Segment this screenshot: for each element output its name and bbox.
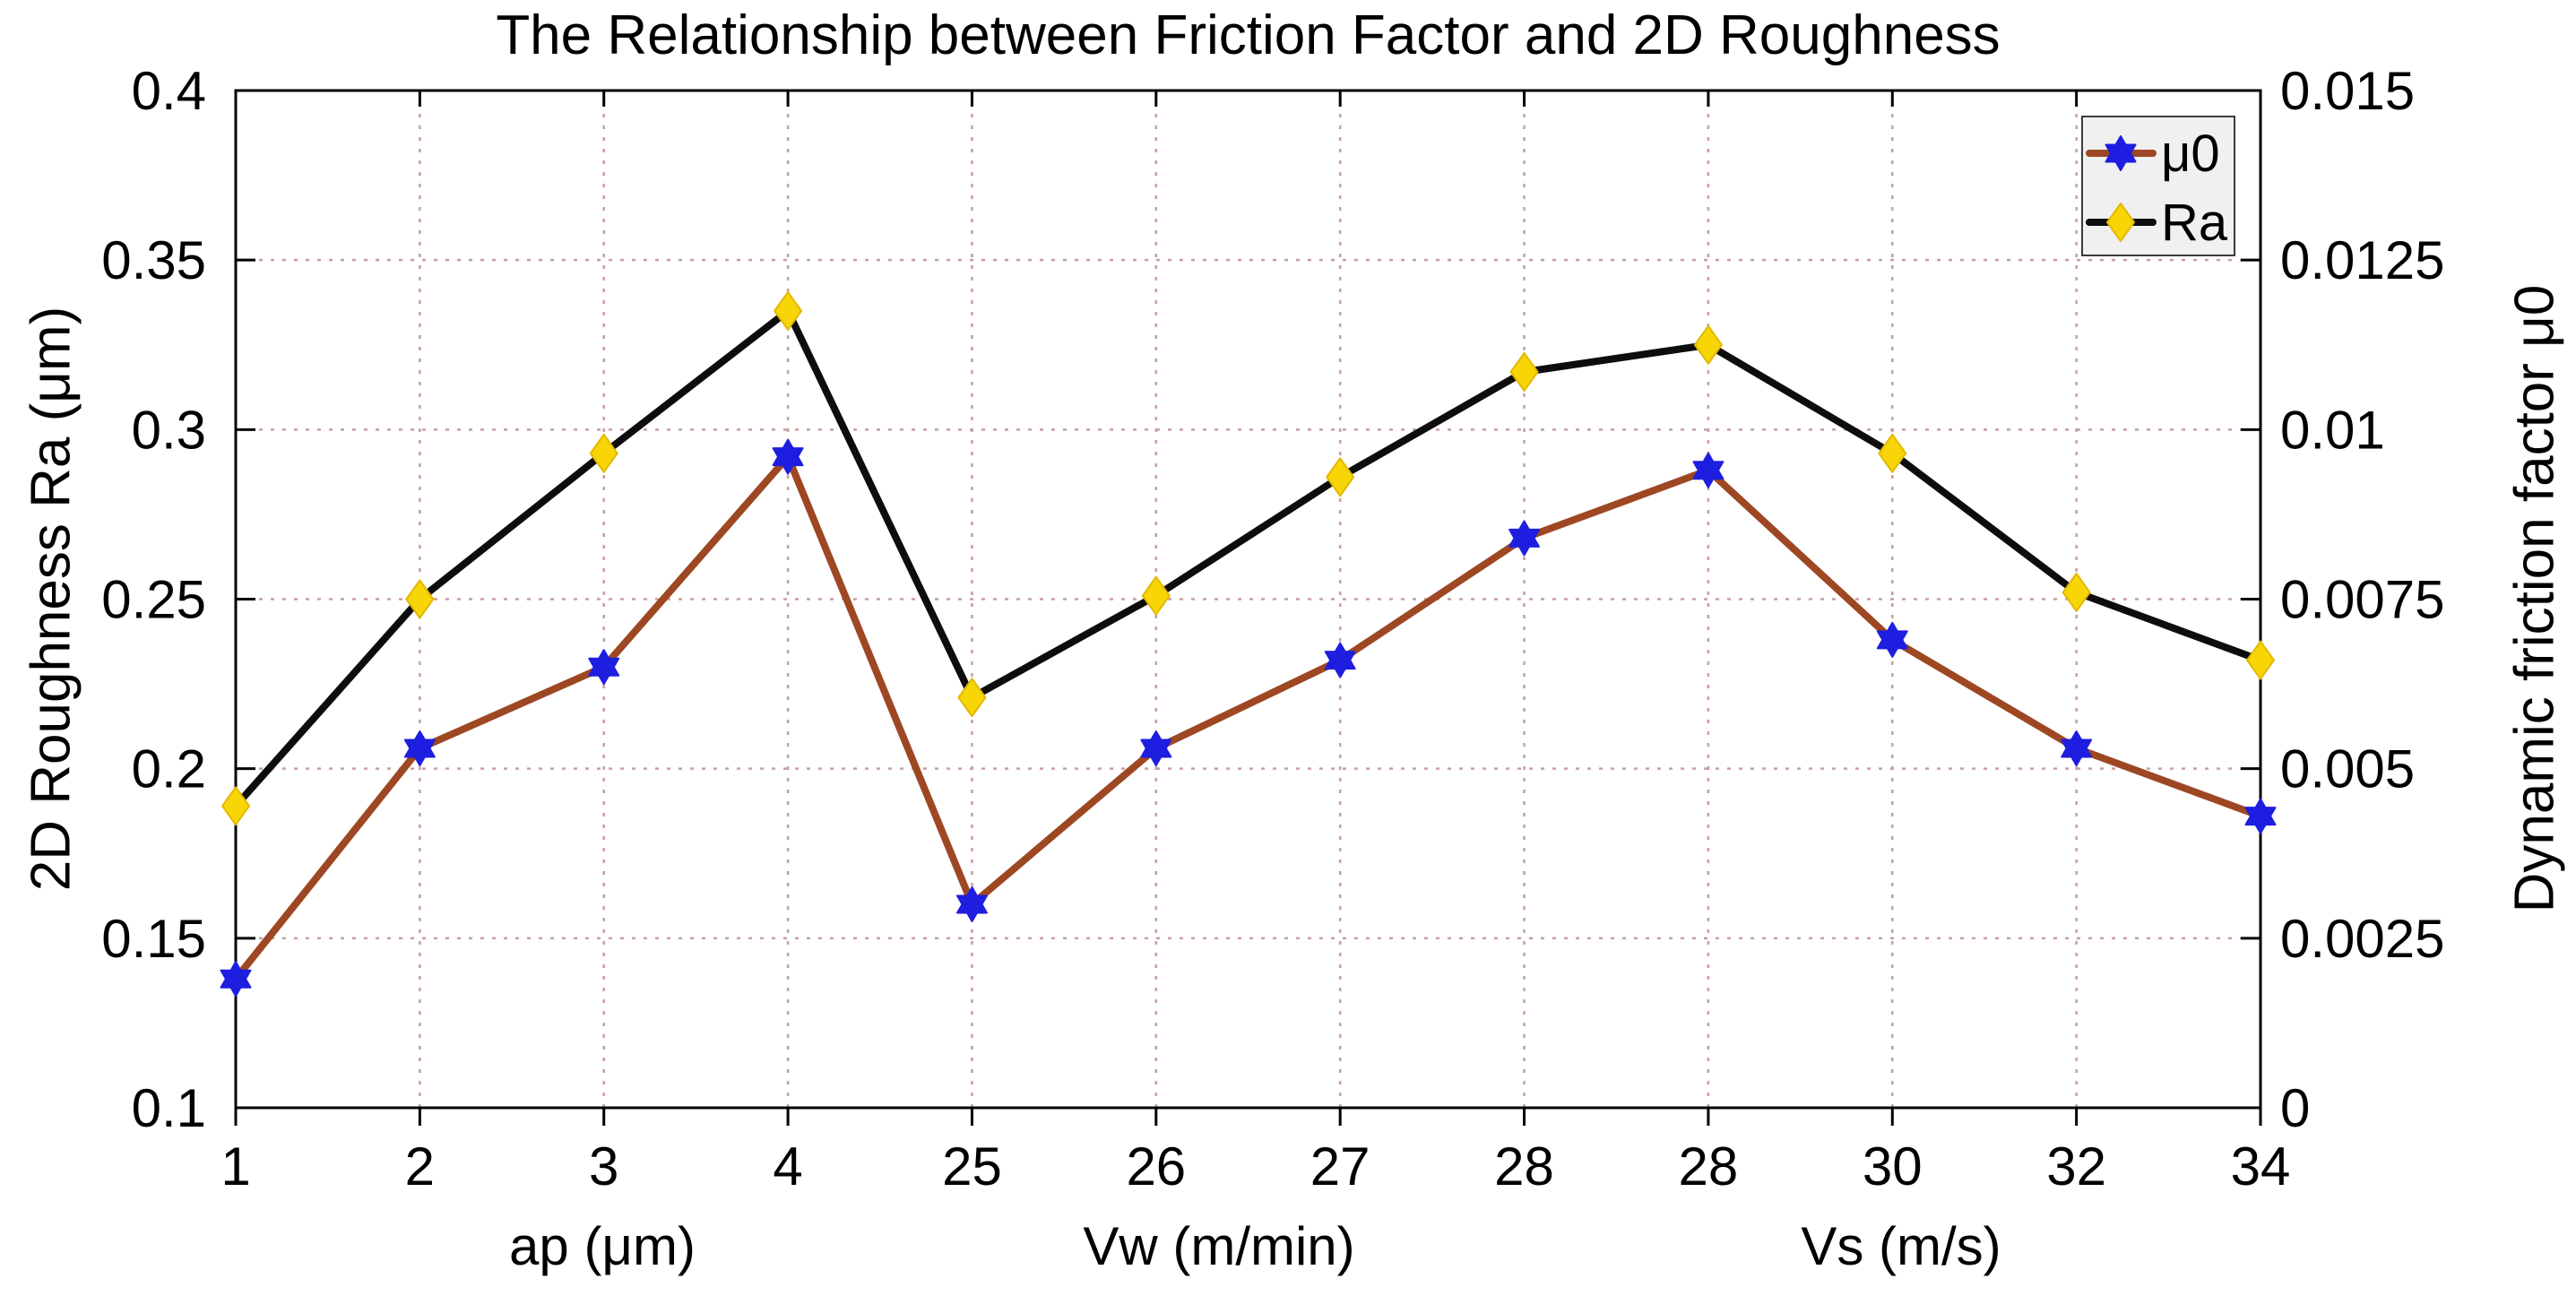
x-tick-label: 25: [942, 1136, 1002, 1196]
series-marker-Ra: [1326, 457, 1355, 497]
right-tick-label: 0.015: [2280, 61, 2415, 121]
series-marker-μ0: [956, 886, 988, 922]
series-line-Ra: [232, 307, 2264, 810]
series-marker-μ0: [772, 438, 804, 475]
series-marker-Ra: [2062, 572, 2091, 612]
left-tick-label: 0.3: [132, 400, 206, 460]
left-tick-label: 0.2: [132, 739, 206, 799]
left-tick-label: 0.25: [101, 570, 206, 630]
series-marker-Ra: [221, 786, 250, 826]
series-marker-Ra: [1141, 575, 1171, 616]
legend-label-Ra: Ra: [2161, 194, 2228, 252]
x-tick-label: 28: [1494, 1136, 1554, 1196]
left-tick-label: 0.15: [101, 909, 206, 969]
series-marker-μ0: [1324, 642, 1356, 678]
x-group-label-vs: Vs (m/s): [1801, 1216, 2001, 1276]
right-tick-label: 0.0075: [2280, 570, 2445, 630]
series-marker-μ0: [1692, 452, 1725, 488]
x-tick-label: 27: [1310, 1136, 1370, 1196]
x-tick-label: 2: [405, 1136, 435, 1196]
x-group-label-vw: Vw (m/min): [1083, 1216, 1355, 1276]
series-marker-μ0: [220, 961, 252, 998]
series-marker-Ra: [2246, 640, 2275, 680]
x-group-label-ap: ap (μm): [509, 1216, 696, 1276]
x-tick-label: 1: [220, 1136, 250, 1196]
right-tick-label: 0.0025: [2280, 909, 2445, 969]
left-tick-label: 0.1: [132, 1078, 206, 1138]
series-line-μ0: [232, 453, 2264, 983]
left-tick-label: 0.35: [101, 230, 206, 290]
right-tick-label: 0.01: [2280, 400, 2385, 460]
right-tick-label: 0: [2280, 1078, 2310, 1138]
series-marker-μ0: [1876, 621, 1908, 658]
series-marker-μ0: [1140, 730, 1172, 766]
x-tick-label: 28: [1679, 1136, 1739, 1196]
series-marker-Ra: [405, 579, 435, 619]
legend-marker-μ0: [2105, 135, 2137, 171]
x-tick-label: 32: [2046, 1136, 2106, 1196]
series-marker-μ0: [1508, 520, 1540, 557]
right-axis-label: Dynamic friction factor μ0: [2503, 284, 2566, 913]
x-tick-label: 26: [1126, 1136, 1186, 1196]
legend-box: [2081, 116, 2235, 256]
series-marker-μ0: [588, 649, 620, 686]
series-marker-Ra: [589, 433, 618, 473]
x-tick-label: 4: [773, 1136, 802, 1196]
series-marker-Ra: [1509, 352, 1539, 393]
series-marker-μ0: [2244, 798, 2277, 834]
legend-label-μ0: μ0: [2161, 125, 2220, 183]
left-axis-label: 2D Roughness Ra (μm): [20, 306, 82, 892]
right-tick-label: 0.005: [2280, 739, 2415, 799]
right-tick-label: 0.0125: [2280, 230, 2445, 290]
series-marker-μ0: [403, 730, 436, 766]
x-tick-label: 30: [1863, 1136, 1923, 1196]
x-tick-label: 34: [2231, 1136, 2291, 1196]
series-marker-μ0: [2061, 730, 2093, 766]
legend-marker-Ra: [2106, 203, 2135, 242]
series-marker-Ra: [1878, 433, 1907, 473]
series-marker-Ra: [1693, 324, 1723, 365]
x-tick-label: 3: [589, 1136, 618, 1196]
chart-title: The Relationship between Friction Factor…: [496, 4, 2001, 66]
series-marker-Ra: [957, 678, 987, 718]
left-tick-label: 0.4: [132, 61, 206, 121]
series-marker-Ra: [774, 290, 803, 331]
